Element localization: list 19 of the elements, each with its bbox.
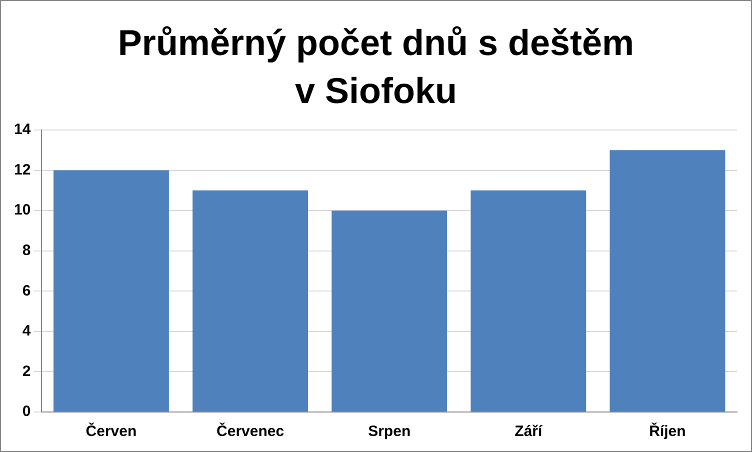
bar xyxy=(470,190,586,412)
chart-title: Průměrný počet dnů s deštěm v Siofoku xyxy=(116,21,636,113)
x-tick-label: Září xyxy=(514,423,543,440)
bar xyxy=(610,150,726,412)
y-tick-label: 10 xyxy=(14,202,31,219)
y-tick-label: 2 xyxy=(22,362,31,380)
y-tick-label: 12 xyxy=(14,161,31,178)
y-tick-label: 14 xyxy=(14,121,32,138)
y-tick-label: 0 xyxy=(22,403,31,420)
bar xyxy=(54,170,169,412)
x-tick-label: Červenec xyxy=(216,422,284,440)
x-tick-label: Červen xyxy=(86,422,137,440)
y-tick-label: 4 xyxy=(22,322,32,340)
bar xyxy=(332,210,448,412)
x-tick-label: Srpen xyxy=(368,423,411,440)
y-tick-label: 6 xyxy=(22,282,31,300)
x-tick-label: Říjen xyxy=(649,422,686,440)
bar xyxy=(192,190,308,412)
y-tick-label: 8 xyxy=(22,242,31,259)
